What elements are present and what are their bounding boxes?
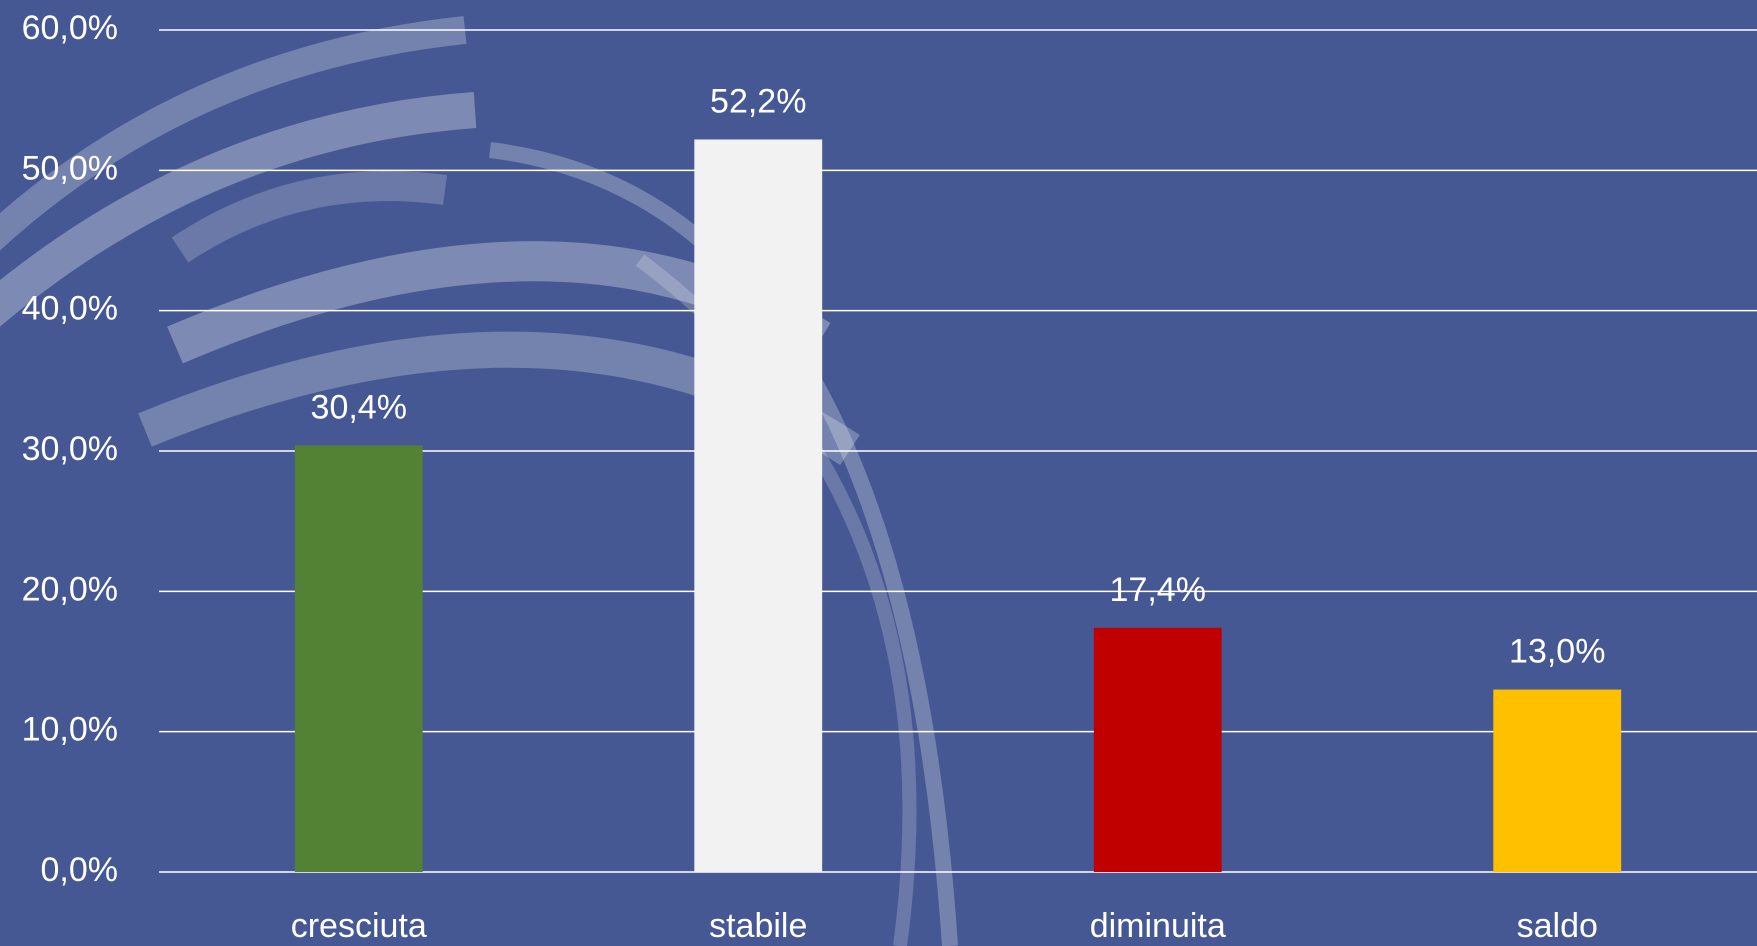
y-tick-label: 50,0% bbox=[22, 149, 118, 187]
x-tick-label: saldo bbox=[1517, 907, 1598, 945]
y-tick-label: 0,0% bbox=[41, 851, 119, 889]
x-tick-label: cresciuta bbox=[291, 907, 427, 945]
bar bbox=[294, 445, 423, 872]
y-tick-label: 20,0% bbox=[22, 570, 118, 608]
y-tick-label: 40,0% bbox=[22, 290, 118, 328]
value-label: 30,4% bbox=[311, 388, 407, 426]
bar bbox=[1493, 689, 1622, 872]
x-tick-label: diminuita bbox=[1090, 907, 1226, 945]
y-tick-label: 30,0% bbox=[22, 430, 118, 468]
y-tick-label: 60,0% bbox=[22, 9, 118, 47]
y-tick-label: 10,0% bbox=[22, 711, 118, 749]
value-label: 52,2% bbox=[710, 82, 806, 120]
value-label: 17,4% bbox=[1110, 571, 1206, 609]
bar bbox=[694, 139, 823, 872]
value-label: 13,0% bbox=[1509, 633, 1605, 671]
x-tick-label: stabile bbox=[709, 907, 807, 945]
bar bbox=[1093, 627, 1222, 872]
